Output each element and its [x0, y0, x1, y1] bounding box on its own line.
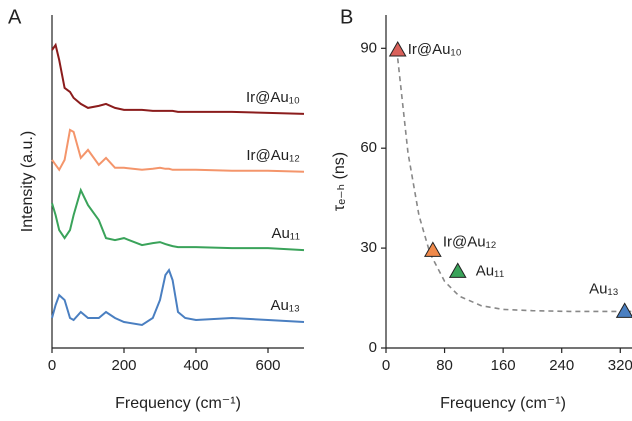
- y-tick-label: 90: [360, 39, 377, 56]
- panel-letter: B: [340, 6, 353, 28]
- x-tick-label: 600: [255, 357, 280, 374]
- x-tick-label: 200: [111, 357, 136, 374]
- y-tick-label: 0: [369, 339, 377, 356]
- panel-letter: A: [8, 6, 22, 28]
- series-label: Ir@Au₁₂: [246, 147, 300, 164]
- data-point: [615, 302, 632, 318]
- x-tick-label: 320: [608, 357, 632, 374]
- data-point: [423, 241, 442, 257]
- x-axis-label: Frequency (cm⁻¹): [115, 395, 241, 412]
- series-label: Ir@Au₁₀: [246, 89, 300, 106]
- point-label: Ir@Au₁₀: [408, 41, 462, 58]
- spectrum-line: [51, 128, 305, 173]
- spectrum-line: [51, 42, 305, 115]
- series-label: Au₁₃: [270, 297, 300, 314]
- x-tick-label: 160: [491, 357, 516, 374]
- y-axis-label: τₑ₋ₕ (ns): [331, 152, 348, 211]
- spectrum-line: [51, 267, 305, 327]
- data-point: [388, 40, 407, 57]
- fit-curve: [396, 58, 632, 313]
- y-axis-label: Intensity (a.u.): [19, 131, 36, 232]
- x-tick-label: 400: [183, 357, 208, 374]
- y-tick-label: 30: [360, 239, 377, 256]
- series-label: Au₁₁: [272, 225, 300, 242]
- x-tick-label: 0: [382, 357, 390, 374]
- x-tick-label: 240: [549, 357, 574, 374]
- x-tick-label: 80: [436, 357, 453, 374]
- point-label: Au₁₃: [589, 280, 619, 297]
- data-point: [448, 262, 467, 278]
- spectrum-line: [51, 187, 305, 252]
- point-label: Au₁₁: [476, 262, 504, 279]
- x-axis-label: Frequency (cm⁻¹): [440, 395, 566, 412]
- y-tick-label: 60: [360, 139, 377, 156]
- x-tick-label: 0: [48, 357, 56, 374]
- point-label: Ir@Au₁₂: [443, 233, 497, 250]
